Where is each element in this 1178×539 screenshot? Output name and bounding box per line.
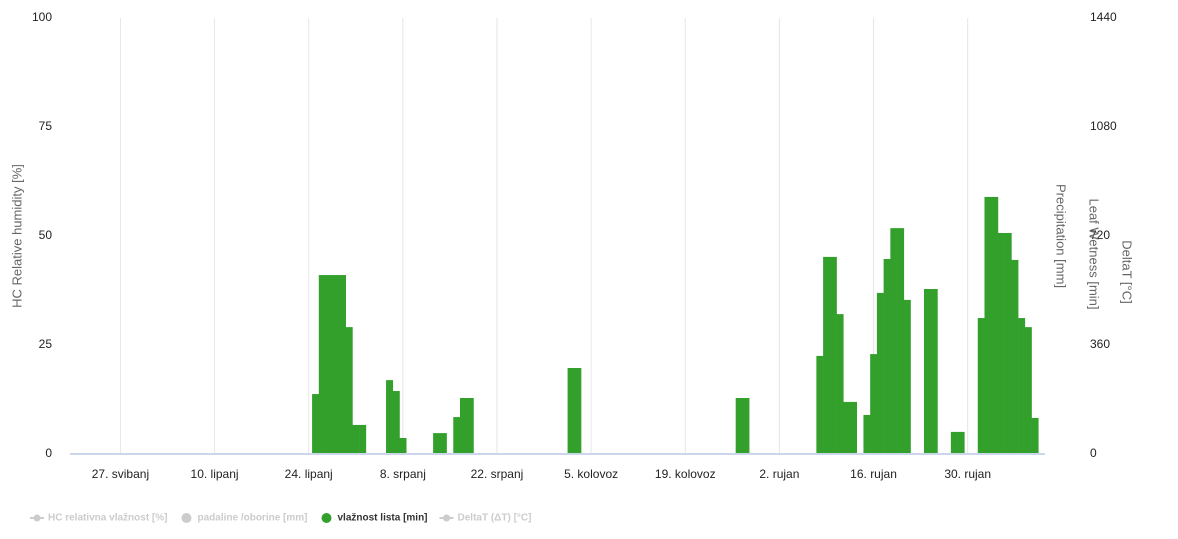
bar [950,431,958,454]
bar [997,232,1005,454]
bar [829,256,837,454]
bar [574,368,582,454]
bar [318,275,326,454]
y2-tick-label: 720 [1090,228,1110,242]
bar [1004,232,1012,454]
bar [984,196,992,455]
bar [977,318,985,454]
x-tick-label: 5. kolovoz [564,467,618,481]
bar [567,368,575,454]
bar [735,397,743,454]
legend-symbol [321,513,332,523]
legend-label[interactable]: HC relativna vlažnost [%] [48,513,167,524]
bar [897,228,905,454]
bar [345,327,353,454]
bar [1011,259,1019,454]
y2-axis-title: Precipitation [mm] [1054,184,1069,288]
bar [439,433,447,454]
bar [1024,327,1032,454]
bar [870,354,878,454]
legend-label[interactable]: DeltaT (ΔT) [°C] [458,513,532,524]
y2-axis-title: DeltaT [°C] [1120,240,1135,303]
bar [352,424,360,454]
bar [863,414,871,454]
bar [453,417,461,454]
y2-tick-label: 0 [1090,446,1097,460]
legend-symbol [181,513,192,523]
x-tick-label: 16. rujan [850,467,897,481]
y-tick-label: 0 [45,446,52,460]
bar [903,299,911,454]
x-tick-label: 27. svibanj [92,467,149,481]
y2-tick-label: 1440 [1090,10,1117,24]
bar [460,397,468,454]
x-tick-label: 2. rujan [759,467,799,481]
bar [1031,417,1039,454]
bar [843,401,851,454]
bar [883,259,891,454]
bar [876,292,884,454]
bar [338,275,346,454]
bar [991,196,999,455]
y-axis-title: HC Relative humidity [%] [9,164,24,308]
y-tick-label: 25 [39,337,53,351]
bar [312,394,320,454]
bar [399,437,407,454]
x-tick-label: 8. srpanj [380,467,426,481]
x-tick-label: 24. lipanj [285,467,333,481]
bar [466,397,474,454]
bar [325,275,333,454]
x-tick-label: 30. rujan [944,467,991,481]
bar [1018,318,1026,454]
bar [332,275,340,454]
bar [823,256,831,454]
y2-tick-label: 360 [1090,337,1110,351]
y-tick-label: 50 [39,228,53,242]
bar [890,228,898,454]
bar [930,288,938,454]
legend-label[interactable]: vlažnost lista [min] [338,513,428,524]
legend-symbol [443,514,451,522]
y2-axis-title: Leaf Wetness [min] [1087,198,1102,309]
bar [359,424,367,454]
bar [433,433,441,454]
bar [850,401,858,454]
bar [816,355,824,454]
y2-tick-label: 1080 [1090,119,1117,133]
bar [392,391,400,454]
y-tick-label: 100 [32,10,52,24]
legend-symbol [33,514,41,522]
bar [923,288,931,454]
legend-label[interactable]: padaline /oborine [mm] [197,513,307,524]
x-tick-label: 22. srpanj [471,467,524,481]
x-tick-label: 19. kolovoz [655,467,716,481]
y-tick-label: 75 [39,119,53,133]
x-tick-label: 10. lipanj [191,467,239,481]
bar [957,431,965,454]
bar [386,380,394,454]
bar [836,314,844,454]
bar [742,397,750,454]
